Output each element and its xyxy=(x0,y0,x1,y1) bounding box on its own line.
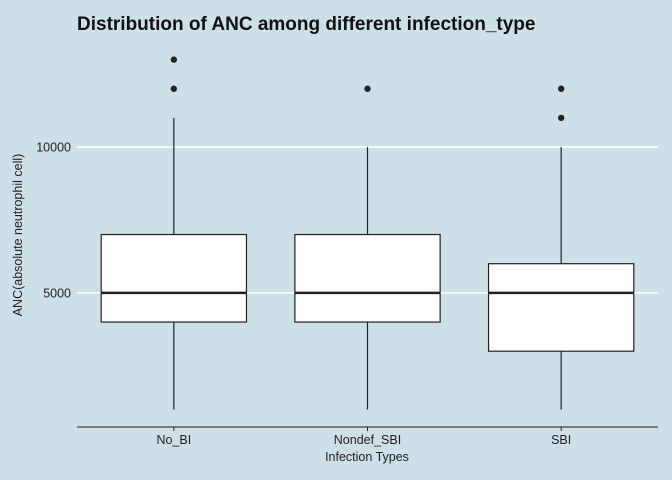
x-tick-label-2: SBI xyxy=(551,433,571,447)
box-iqr xyxy=(294,233,441,323)
x-tick-label-0: No_BI xyxy=(156,433,191,447)
box-SBI xyxy=(487,85,635,410)
box-iqr xyxy=(100,233,248,323)
outlier-point-0 xyxy=(364,85,371,92)
x-tick-label-1: Nondef_SBI xyxy=(334,433,401,447)
x-axis-title: Infection Types xyxy=(325,450,409,464)
y-tick-label-0: 5000 xyxy=(43,286,71,300)
y-tick-label-1: 10000 xyxy=(36,141,71,155)
y-tick-labels: 5000 10000 xyxy=(36,141,71,301)
y-axis-title: ANC(absolute neutrophil cell) xyxy=(11,154,25,317)
outlier-point-1 xyxy=(170,56,178,63)
box-iqr xyxy=(487,263,635,352)
box-group xyxy=(100,56,635,410)
box-Nondef_SBI xyxy=(294,85,441,410)
outlier-point-1 xyxy=(557,85,565,92)
outlier-point-0 xyxy=(170,85,178,92)
chart-title: Distribution of ANC among different infe… xyxy=(77,14,535,35)
x-tick-labels: No_BI Nondef_SBI SBI xyxy=(156,427,571,447)
outlier-point-0 xyxy=(557,114,565,122)
box-No_BI xyxy=(100,56,248,410)
